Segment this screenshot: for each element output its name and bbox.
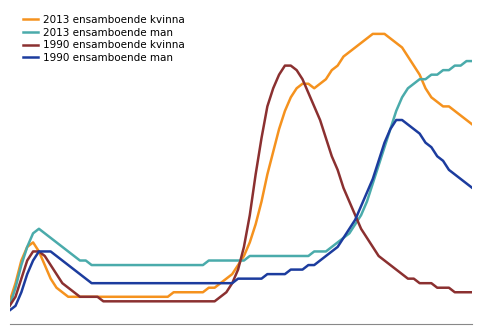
Line: 2013 ensamboende man: 2013 ensamboende man [10,61,472,306]
2013 ensamboende man [464,59,469,63]
1990 ensamboende man [306,263,311,267]
1990 ensamboende man [423,141,428,145]
2013 ensamboende kvinna [7,299,13,303]
1990 ensamboende kvinna [311,105,317,109]
1990 ensamboende kvinna [423,281,428,285]
1990 ensamboende man [212,281,217,285]
1990 ensamboende kvinna [212,299,217,303]
2013 ensamboende man [288,254,294,258]
2013 ensamboende man [7,304,13,308]
2013 ensamboende kvinna [306,82,311,86]
2013 ensamboende kvinna [469,123,475,127]
1990 ensamboende man [323,254,329,258]
2013 ensamboende man [469,59,475,63]
Line: 1990 ensamboende man: 1990 ensamboende man [10,120,472,310]
2013 ensamboende man [282,254,288,258]
1990 ensamboende kvinna [469,290,475,294]
1990 ensamboende kvinna [282,63,288,67]
2013 ensamboende man [212,259,217,263]
1990 ensamboende kvinna [294,68,299,72]
2013 ensamboende man [306,254,311,258]
1990 ensamboende man [282,272,288,276]
1990 ensamboende kvinna [7,304,13,308]
Line: 2013 ensamboende kvinna: 2013 ensamboende kvinna [10,34,472,301]
Line: 1990 ensamboende kvinna: 1990 ensamboende kvinna [10,65,472,306]
1990 ensamboende man [7,308,13,312]
1990 ensamboende kvinna [288,63,294,67]
2013 ensamboende kvinna [212,286,217,290]
1990 ensamboende man [393,118,399,122]
1990 ensamboende man [469,186,475,190]
2013 ensamboende kvinna [323,77,329,81]
2013 ensamboende kvinna [282,109,288,113]
1990 ensamboende kvinna [329,154,335,158]
1990 ensamboende man [288,268,294,272]
2013 ensamboende kvinna [288,95,294,99]
2013 ensamboende man [417,77,423,81]
2013 ensamboende kvinna [423,86,428,90]
2013 ensamboende man [323,249,329,254]
Legend: 2013 ensamboende kvinna, 2013 ensamboende man, 1990 ensamboende kvinna, 1990 ens: 2013 ensamboende kvinna, 2013 ensamboend… [19,12,188,66]
2013 ensamboende kvinna [370,32,375,36]
